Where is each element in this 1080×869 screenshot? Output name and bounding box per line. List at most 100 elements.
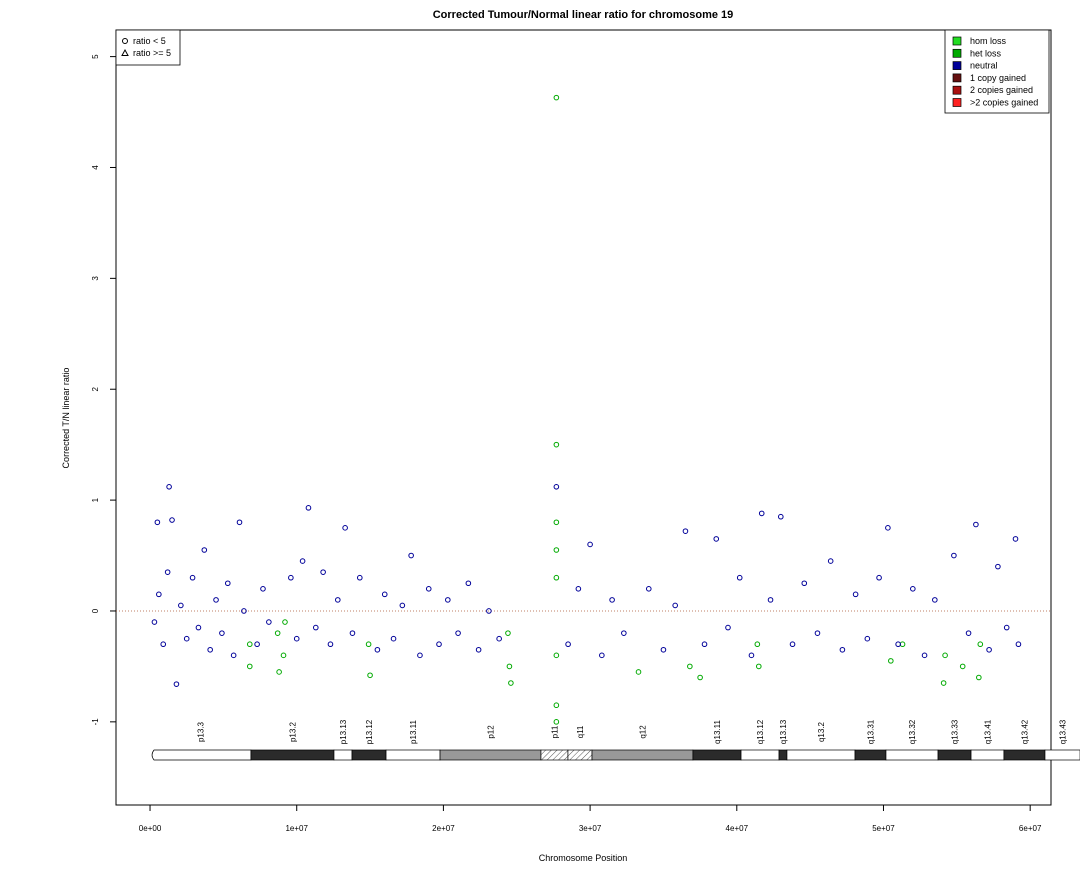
chart-title: Corrected Tumour/Normal linear ratio for… [433,9,734,21]
data-point [995,563,1001,570]
ideogram-band [1044,749,1080,761]
data-point [246,641,253,648]
ideogram-band [937,749,972,761]
ideogram-band [351,749,387,761]
data-point [445,597,451,603]
legend-swatch [952,61,962,70]
y-tick-label: 1 [91,497,100,502]
data-point [178,602,184,609]
data-point [334,597,341,603]
data-point [976,674,982,681]
legend-label: 2 copies gained [970,85,1033,95]
data-point [260,585,266,592]
data-point [293,635,300,642]
legend-symbol [121,48,129,56]
data-point [748,652,755,659]
ideogram-band [540,749,569,761]
data-point [839,646,846,653]
band-label: p12 [486,725,495,739]
data-point [565,641,571,648]
data-point [758,510,765,517]
ideogram-band [885,749,939,761]
data-point [465,580,472,587]
data-point [207,646,213,653]
data-point [160,641,167,648]
data-point [553,652,560,659]
band-label: q12 [638,725,647,739]
data-point [349,630,356,636]
band-label: p13.2 [288,721,297,742]
data-point [183,635,190,642]
x-tick-label: 3e+07 [579,824,602,833]
data-point [282,619,288,625]
data-point [697,674,703,681]
data-point [506,663,513,670]
data-point [166,483,172,490]
ideogram-band [151,749,252,761]
shape-legend-box [115,29,181,66]
band-label: p13.3 [196,721,205,742]
data-point [164,569,171,575]
data-point [609,597,615,603]
legend-symbol [122,38,128,44]
y-tick-label: -1 [91,718,100,726]
data-point [374,646,381,653]
data-point [895,641,901,648]
ideogram-band [439,749,542,761]
data-point [1015,641,1022,648]
band-label: p13.12 [365,719,374,744]
data-point [621,630,627,636]
x-tick-label: 5e+07 [872,824,895,833]
band-label: q13.12 [756,719,765,744]
data-point [942,652,948,659]
data-point [965,630,972,636]
data-point [241,608,247,614]
data-point [767,597,774,603]
data-point [219,630,225,636]
data-point [280,652,287,659]
data-point [254,641,260,648]
data-point [417,652,423,659]
data-point [327,641,334,648]
data-point [814,630,821,636]
data-point [213,597,219,603]
legend-swatch [952,98,962,107]
data-point [173,681,180,687]
data-point [399,602,406,609]
band-label: q13.13 [779,719,788,744]
legend-label: het loss [970,48,1002,58]
band-label: q13.41 [983,719,992,744]
data-point [288,574,294,581]
ideogram-band [692,749,742,761]
ideogram-band [591,749,694,761]
band-label: q13.31 [866,719,875,744]
y-axis-label: Corrected T/N linear ratio [61,368,71,469]
data-point [932,597,938,603]
data-point [246,663,253,670]
data-point [645,585,652,592]
y-tick-label: 5 [91,54,100,59]
band-label: q13.2 [817,721,826,742]
band-label: p13.11 [409,720,418,744]
band-label: q13.42 [1020,719,1029,744]
data-point [876,574,882,581]
band-label: p11 [550,725,559,738]
data-point [755,663,762,670]
data-point [959,663,966,670]
data-point [827,558,834,564]
data-point [553,719,560,725]
data-point [505,630,511,636]
ideogram-band [854,749,887,761]
data-point [672,602,678,609]
data-point [365,641,372,648]
band-label: q13.32 [908,719,917,744]
y-tick-label: 4 [91,165,100,170]
data-point [864,635,871,642]
plot-frame [115,29,1052,806]
data-point [801,580,808,587]
data-point [305,505,312,511]
ideogram-band [1003,749,1046,761]
y-tick-label: 3 [91,276,100,281]
band-label: q11 [576,725,585,738]
